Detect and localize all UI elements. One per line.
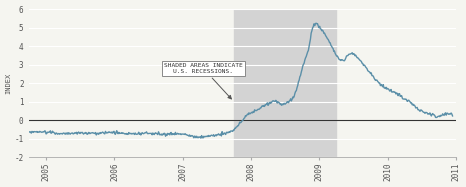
Text: SHADED AREAS INDICATE
U.S. RECESSIONS.: SHADED AREAS INDICATE U.S. RECESSIONS. — [164, 63, 243, 99]
Bar — [234, 9, 336, 157]
Y-axis label: INDEX: INDEX — [6, 73, 12, 94]
